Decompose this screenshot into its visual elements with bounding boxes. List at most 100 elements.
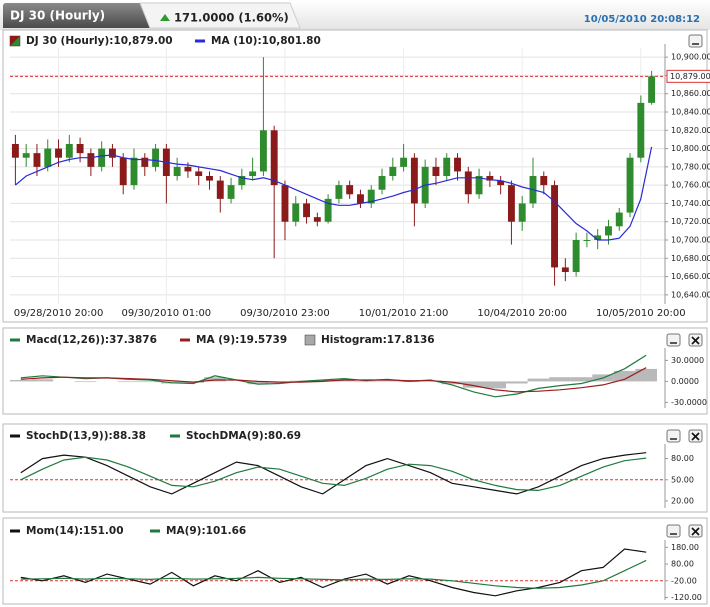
candle-body [454, 157, 461, 172]
y-tick-label: -30.0000 [671, 398, 707, 407]
histogram-bar [635, 368, 657, 382]
x-tick-label: 10/01/2010 21:00 [359, 308, 449, 319]
y-tick-label: 10,840.00 [671, 108, 710, 117]
candle-body [152, 148, 160, 167]
candle-body [22, 153, 30, 158]
y-tick-label: 0.0000 [671, 377, 699, 386]
price-change: 171.0000 (1.60%) [174, 11, 289, 25]
y-tick-label: 30.0000 [671, 356, 704, 365]
histogram-bar [74, 381, 97, 383]
candle-body [605, 226, 612, 236]
legend-swatch [10, 36, 20, 46]
candle-body [507, 185, 515, 222]
histogram-bar [441, 381, 463, 385]
candle-body [303, 203, 310, 218]
y-tick-label: 10,820.00 [671, 126, 710, 135]
x-tick-label: 09/28/2010 20:00 [14, 308, 104, 319]
y-tick-label: 10,720.00 [671, 217, 710, 226]
candle-body [324, 198, 332, 222]
histogram-bar [31, 379, 54, 382]
y-tick-label: -120.00 [671, 593, 702, 602]
panel [2, 423, 708, 513]
series-line [20, 456, 647, 492]
candle-body [518, 203, 526, 222]
histogram-bar [613, 370, 636, 382]
last-price-label: 10,879.00 [670, 72, 710, 81]
candle-body [216, 180, 224, 199]
candle-body [141, 157, 149, 167]
y-tick-label: 80.00 [671, 454, 694, 463]
minimize-button[interactable] [688, 34, 703, 48]
candle-body [98, 148, 106, 167]
histogram-bar [355, 381, 377, 383]
candle-body [648, 76, 656, 103]
histogram-bar [204, 377, 226, 382]
x-tick-label: 10/04/2010 20:00 [477, 308, 567, 319]
candle-body [206, 176, 213, 181]
candle-body [594, 235, 602, 240]
legend-swatch [304, 334, 316, 346]
candle-body [249, 171, 257, 176]
legend-label: StochDMA(9):80.69 [186, 430, 301, 442]
histogram-bar [333, 380, 356, 382]
candle-body [378, 176, 386, 190]
candle-body [410, 157, 418, 204]
series-line [20, 367, 647, 393]
candle-body [400, 157, 408, 167]
candle-body [583, 240, 591, 241]
change-tab [139, 2, 301, 29]
candle-body [346, 185, 354, 195]
candle-body [270, 130, 278, 186]
candle-body [184, 166, 192, 172]
timestamp: 10/05/2010 20:08:12 [584, 14, 700, 25]
symbol-name: DJ 30 (Hourly) [10, 9, 105, 23]
candle-body [130, 157, 138, 186]
candle-body [108, 148, 116, 158]
candle-body [173, 166, 181, 176]
candle-body [238, 176, 246, 186]
y-tick-label: 10,660.00 [671, 272, 710, 281]
candle-body [497, 180, 505, 186]
candle-body [335, 185, 343, 199]
minimize-button[interactable] [666, 429, 681, 443]
symbol-tab[interactable] [3, 3, 150, 28]
legend-label: DJ 30 (Hourly):10,879.00 [26, 35, 173, 47]
y-tick-label: 180.00 [671, 543, 699, 552]
histogram-bar [376, 380, 399, 382]
legend-label: Macd(12,26)):37.3876 [26, 334, 157, 346]
histogram-bar [117, 381, 140, 383]
candle-body [367, 189, 375, 204]
histogram-bar [139, 381, 161, 383]
histogram-bar [10, 380, 32, 382]
y-tick-label: 20.00 [671, 496, 694, 505]
x-tick-label: 09/30/2010 01:00 [122, 308, 212, 319]
candle-body [637, 102, 645, 158]
y-tick-label: 10,700.00 [671, 236, 710, 245]
candle-body [389, 166, 397, 176]
candle-body [475, 176, 483, 195]
candle-body [540, 176, 548, 186]
candle-body [259, 130, 267, 172]
histogram-bar [462, 381, 485, 388]
minimize-button[interactable] [666, 333, 681, 347]
minimize-button[interactable] [666, 524, 681, 538]
y-tick-label: 10,740.00 [671, 199, 710, 208]
y-tick-label: -20.00 [671, 576, 697, 585]
candle-body [486, 176, 494, 181]
histogram-bar [484, 381, 507, 389]
y-tick-label: 80.00 [671, 560, 694, 569]
candle-body [65, 144, 73, 158]
legend-label: Mom(14):151.00 [26, 525, 124, 537]
close-icon [691, 432, 700, 441]
close-icon [691, 527, 700, 536]
candle-body [464, 171, 472, 195]
candle-body [87, 153, 95, 167]
y-tick-label: 10,680.00 [671, 254, 710, 263]
legend-label: MA(9):101.66 [166, 525, 246, 537]
candle-body [626, 157, 634, 213]
candle-body [119, 157, 127, 186]
y-tick-label: 10,780.00 [671, 162, 710, 171]
up-arrow [160, 14, 170, 21]
candle-body [281, 185, 289, 222]
y-tick-label: 50.00 [671, 475, 694, 484]
